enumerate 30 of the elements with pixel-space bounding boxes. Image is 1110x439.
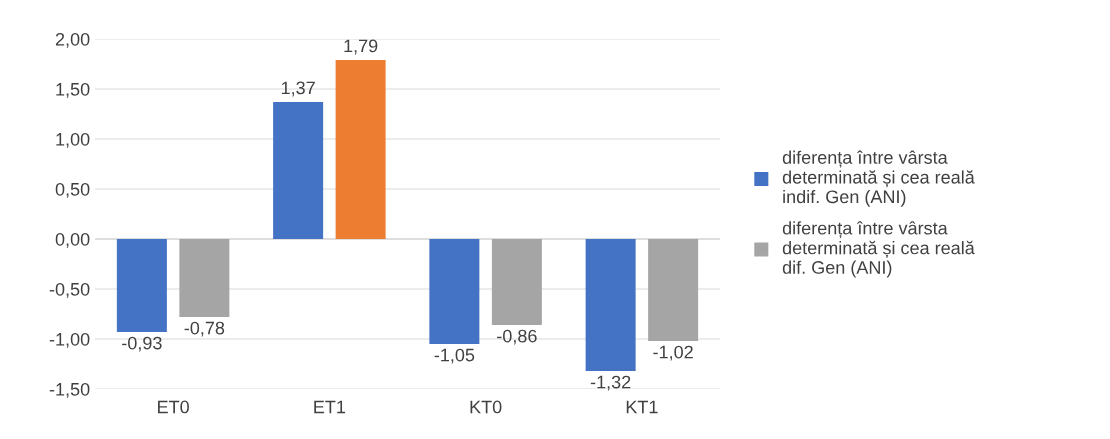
bar bbox=[335, 60, 386, 239]
data-label: -1,32 bbox=[590, 375, 631, 391]
legend-label: diferența între vârsta determinată și cea reală dif. Gen (ANI) bbox=[782, 221, 975, 278]
y-tick-label: 0,50 bbox=[55, 182, 90, 198]
data-label: -0,93 bbox=[122, 336, 162, 352]
data-label: -0,78 bbox=[184, 321, 225, 337]
y-tick-label: -0,50 bbox=[49, 282, 90, 298]
data-label: 1,37 bbox=[281, 81, 315, 97]
data-label: -0,86 bbox=[497, 329, 537, 345]
bar bbox=[648, 239, 699, 341]
y-tick-label: -1,00 bbox=[49, 332, 90, 348]
data-label: -1,02 bbox=[653, 345, 693, 361]
bar bbox=[116, 239, 167, 332]
x-tick-label: KT0 bbox=[470, 400, 502, 414]
y-tick-label: 1,00 bbox=[56, 132, 90, 148]
data-label: 1,79 bbox=[344, 39, 378, 55]
x-tick-label: ET0 bbox=[158, 400, 189, 414]
y-tick-label: 1,50 bbox=[56, 82, 90, 98]
legend-label: diferența între vârsta determinată și cea reală indif. Gen (ANI) bbox=[782, 150, 975, 207]
bar bbox=[273, 102, 324, 239]
y-tick-label: 2,00 bbox=[55, 32, 90, 48]
bar bbox=[585, 239, 636, 371]
y-tick-label: -1,50 bbox=[49, 382, 90, 398]
data-label: -1,05 bbox=[434, 348, 475, 364]
bar bbox=[179, 239, 230, 317]
x-tick-label: ET1 bbox=[314, 400, 346, 414]
x-tick-label: KT1 bbox=[626, 400, 658, 414]
bar bbox=[491, 239, 542, 325]
y-tick-label: 0,00 bbox=[55, 232, 90, 248]
bar bbox=[429, 239, 480, 344]
